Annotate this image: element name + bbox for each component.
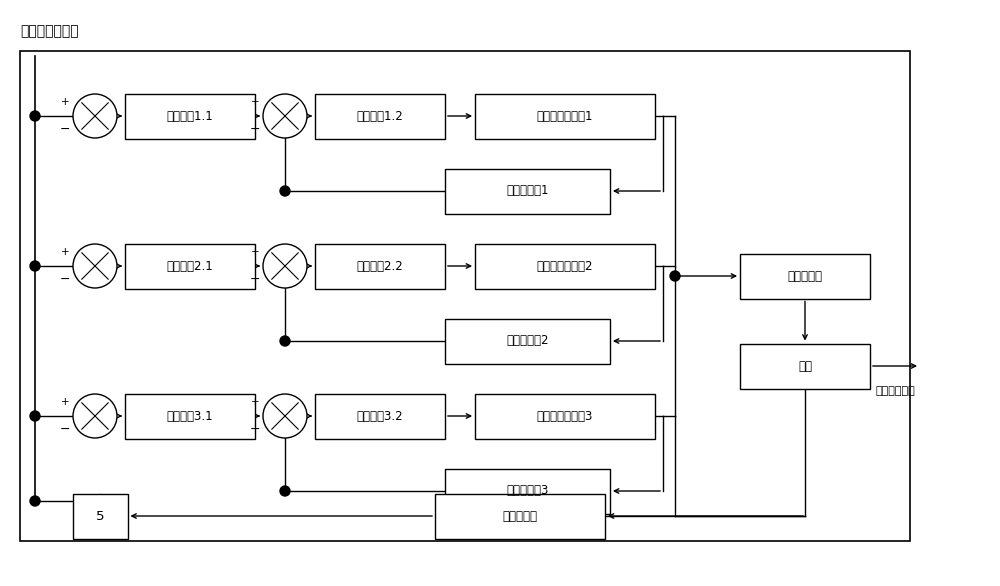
Text: −: − (60, 122, 70, 136)
Text: 测速传感器: 测速传感器 (503, 509, 538, 523)
Circle shape (73, 394, 117, 438)
Circle shape (280, 486, 290, 496)
Text: 5: 5 (96, 509, 104, 523)
Text: −: − (250, 122, 260, 136)
Circle shape (263, 244, 307, 288)
Circle shape (280, 186, 290, 196)
Text: +: + (251, 397, 260, 407)
Text: 输出提升信号: 输出提升信号 (875, 386, 915, 396)
FancyBboxPatch shape (315, 394, 445, 438)
Text: 电液比例换向阀2: 电液比例换向阀2 (537, 260, 593, 272)
FancyBboxPatch shape (475, 244, 655, 288)
FancyBboxPatch shape (740, 254, 870, 298)
Text: −: − (250, 272, 260, 286)
Text: 制动器油缸: 制动器油缸 (788, 270, 822, 282)
FancyBboxPatch shape (475, 394, 655, 438)
Text: +: + (61, 247, 70, 257)
FancyBboxPatch shape (315, 244, 445, 288)
Text: 卷筒: 卷筒 (798, 359, 812, 373)
Text: +: + (61, 397, 70, 407)
Circle shape (670, 271, 680, 281)
Text: 电液比例换向阀3: 电液比例换向阀3 (537, 410, 593, 423)
FancyBboxPatch shape (445, 468, 610, 513)
FancyBboxPatch shape (435, 493, 605, 539)
FancyBboxPatch shape (445, 169, 610, 213)
FancyBboxPatch shape (125, 394, 255, 438)
FancyBboxPatch shape (125, 244, 255, 288)
Text: −: − (250, 423, 260, 436)
Circle shape (280, 336, 290, 346)
FancyBboxPatch shape (125, 94, 255, 138)
Text: 信号处理2.2: 信号处理2.2 (357, 260, 403, 272)
Text: 压力传感器1: 压力传感器1 (506, 185, 549, 197)
Text: 压力传感器3: 压力传感器3 (506, 485, 549, 498)
FancyBboxPatch shape (445, 319, 610, 363)
Circle shape (263, 94, 307, 138)
Circle shape (263, 394, 307, 438)
Text: −: − (60, 272, 70, 286)
Text: 给定减速度信号: 给定减速度信号 (20, 24, 79, 38)
Text: 压力传感器2: 压力传感器2 (506, 335, 549, 347)
Circle shape (30, 261, 40, 271)
Text: +: + (251, 97, 260, 107)
FancyBboxPatch shape (475, 94, 655, 138)
Text: −: − (60, 423, 70, 436)
Text: +: + (251, 247, 260, 257)
Circle shape (73, 94, 117, 138)
Text: 信号处理3.1: 信号处理3.1 (167, 410, 213, 423)
Text: +: + (61, 97, 70, 107)
Circle shape (30, 111, 40, 121)
FancyBboxPatch shape (740, 343, 870, 389)
Text: 信号处理3.2: 信号处理3.2 (357, 410, 403, 423)
Text: 信号处理2.1: 信号处理2.1 (167, 260, 213, 272)
Circle shape (73, 244, 117, 288)
Circle shape (30, 496, 40, 506)
Text: 信号处理1.1: 信号处理1.1 (167, 110, 213, 122)
Text: 电液比例换向阀1: 电液比例换向阀1 (537, 110, 593, 122)
FancyBboxPatch shape (315, 94, 445, 138)
Text: 信号处理1.2: 信号处理1.2 (357, 110, 403, 122)
FancyBboxPatch shape (72, 493, 128, 539)
Circle shape (30, 411, 40, 421)
